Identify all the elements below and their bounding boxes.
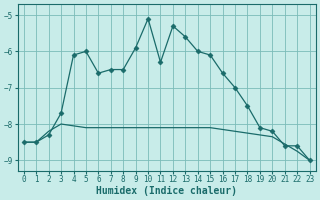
X-axis label: Humidex (Indice chaleur): Humidex (Indice chaleur)	[96, 186, 237, 196]
